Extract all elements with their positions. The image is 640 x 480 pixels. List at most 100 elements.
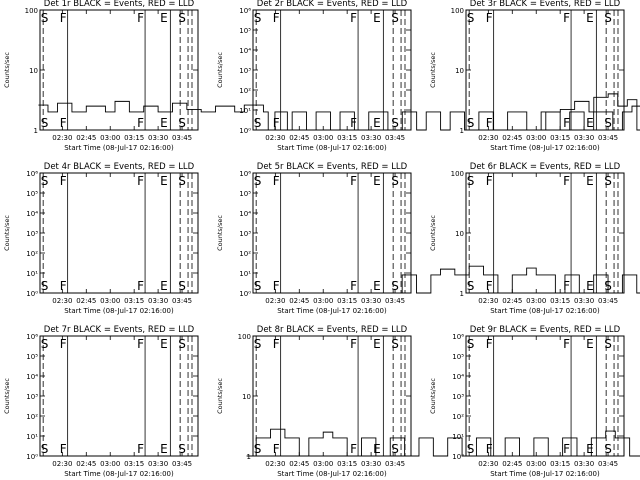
events-series-line (536, 105, 640, 131)
region-label: S (604, 337, 612, 351)
region-label: S (254, 11, 262, 25)
y-tick-label: 10¹ (26, 433, 38, 441)
x-tick-label: 02:30 (478, 460, 498, 468)
region-label: S (41, 279, 49, 293)
y-tick-label: 10⁴ (26, 373, 38, 381)
y-axis-label: Counts/sec (429, 378, 437, 414)
x-tick-label: 03:30 (574, 134, 594, 142)
x-tick-label: 03:30 (148, 134, 168, 142)
region-label: S (467, 279, 475, 293)
x-tick-label: 02:30 (478, 297, 498, 305)
x-tick-label: 03:15 (124, 460, 144, 468)
region-label: F (60, 174, 67, 188)
region-label: E (373, 337, 381, 351)
region-label: F (350, 116, 357, 130)
region-label: S (391, 442, 399, 456)
x-tick-label: 03:15 (124, 297, 144, 305)
y-tick-label: 10 (455, 230, 464, 238)
y-tick-label: 10³ (239, 67, 251, 75)
region-label: F (563, 279, 570, 293)
region-label: S (391, 116, 399, 130)
panel-title: Det 2r BLACK = Events, RED = LLD (257, 0, 408, 9)
x-axis-label: Start Time (08-Jul-17 02:16:00) (490, 144, 600, 152)
x-tick-label: 03:00 (313, 297, 333, 305)
region-label: S (467, 116, 475, 130)
y-axis-label: Counts/sec (429, 215, 437, 251)
region-label: S (41, 442, 49, 456)
x-tick-label: 03:15 (550, 297, 570, 305)
x-axis-label: Start Time (08-Jul-17 02:16:00) (277, 307, 387, 315)
x-tick-label: 02:45 (76, 134, 96, 142)
region-label: F (486, 337, 493, 351)
y-axis-label: Counts/sec (429, 52, 437, 88)
region-label: F (60, 279, 67, 293)
x-tick-label: 03:00 (100, 134, 120, 142)
region-label: F (486, 174, 493, 188)
y-tick-label: 10² (452, 413, 464, 421)
region-label: F (563, 337, 570, 351)
plot-frame (252, 172, 412, 294)
y-axis-label: Counts/sec (3, 215, 11, 251)
y-tick-label: 10³ (26, 230, 38, 238)
region-label: S (604, 442, 612, 456)
y-tick-label: 10⁴ (239, 210, 251, 218)
y-tick-label: 100 (238, 333, 251, 341)
region-label: F (486, 11, 493, 25)
region-label: F (563, 442, 570, 456)
x-tick-label: 02:45 (502, 460, 522, 468)
region-label: S (41, 116, 49, 130)
region-label: S (178, 442, 186, 456)
x-tick-label: 03:45 (172, 460, 192, 468)
x-tick-label: 03:15 (337, 134, 357, 142)
x-tick-label: 03:00 (100, 460, 120, 468)
y-tick-label: 1 (34, 127, 38, 135)
x-tick-label: 03:15 (550, 134, 570, 142)
x-tick-label: 02:30 (478, 134, 498, 142)
x-axis-label: Start Time (08-Jul-17 02:16:00) (64, 144, 174, 152)
y-axis-label: Counts/sec (216, 215, 224, 251)
region-label: F (60, 442, 67, 456)
region-label: E (160, 279, 168, 293)
x-tick-label: 02:45 (289, 460, 309, 468)
y-tick-label: 10² (26, 413, 38, 421)
x-tick-label: 02:30 (52, 134, 72, 142)
panel-title: Det 4r BLACK = Events, RED = LLD (44, 162, 195, 172)
x-tick-label: 03:30 (148, 297, 168, 305)
x-tick-label: 03:00 (313, 460, 333, 468)
y-axis-label: Counts/sec (3, 52, 11, 88)
x-tick-label: 02:45 (289, 134, 309, 142)
region-label: E (373, 279, 381, 293)
region-label: F (137, 116, 144, 130)
region-label: F (137, 11, 144, 25)
region-label: F (60, 116, 67, 130)
x-tick-label: 02:45 (289, 297, 309, 305)
region-label: F (350, 337, 357, 351)
events-series-line (392, 265, 640, 294)
region-label: S (391, 337, 399, 351)
region-label: S (254, 337, 262, 351)
panel-title: Det 3r BLACK = Events, RED = LLD (470, 0, 621, 9)
region-label: F (350, 174, 357, 188)
region-label: S (604, 11, 612, 25)
x-axis-label: Start Time (08-Jul-17 02:16:00) (64, 470, 174, 478)
region-label: E (373, 442, 381, 456)
region-label: F (273, 442, 280, 456)
region-label: S (178, 337, 186, 351)
plot-frame (465, 9, 625, 131)
plot-frame (39, 335, 199, 457)
x-tick-label: 02:30 (265, 297, 285, 305)
region-label: E (586, 11, 594, 25)
region-label: S (391, 11, 399, 25)
region-label: S (467, 337, 475, 351)
region-label: S (604, 174, 612, 188)
x-tick-label: 03:00 (526, 134, 546, 142)
region-label: E (160, 11, 168, 25)
region-label: S (604, 116, 612, 130)
x-axis-label: Start Time (08-Jul-17 02:16:00) (490, 470, 600, 478)
x-tick-label: 02:45 (76, 297, 96, 305)
plot-frame (465, 172, 625, 294)
region-label: S (391, 174, 399, 188)
x-tick-label: 03:15 (124, 134, 144, 142)
x-tick-label: 02:30 (265, 460, 285, 468)
